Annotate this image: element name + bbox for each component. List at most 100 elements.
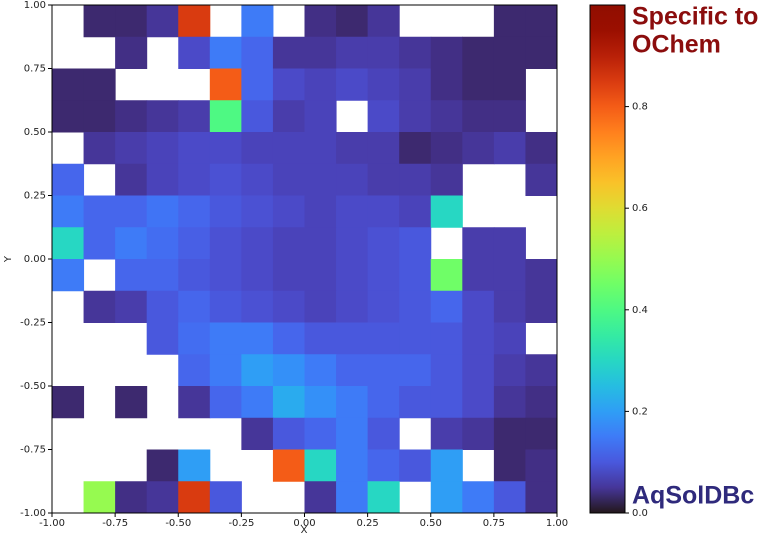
heat-cell bbox=[209, 290, 242, 323]
heat-cell bbox=[304, 290, 337, 323]
heat-cell bbox=[178, 259, 211, 292]
y-tick-label: -0.75 bbox=[20, 445, 46, 456]
heat-cell bbox=[525, 259, 558, 292]
heat-cell bbox=[367, 36, 400, 69]
heat-cell bbox=[83, 481, 116, 514]
heat-cell bbox=[178, 163, 211, 196]
heat-cell bbox=[178, 481, 211, 514]
colorbar-tick-label: 0.8 bbox=[632, 102, 648, 113]
heat-cell bbox=[336, 68, 369, 101]
heat-cell bbox=[430, 195, 463, 228]
x-tick-label: 0.25 bbox=[356, 518, 378, 529]
heat-cell bbox=[367, 290, 400, 323]
heat-cell bbox=[304, 132, 337, 165]
heat-cell bbox=[367, 227, 400, 260]
y-axis-label: Y bbox=[3, 255, 14, 263]
heat-cell bbox=[525, 386, 558, 419]
heat-cell bbox=[430, 290, 463, 323]
heat-cell bbox=[399, 68, 432, 101]
heat-cell bbox=[115, 195, 148, 228]
heat-cell bbox=[178, 227, 211, 260]
heat-cell bbox=[525, 354, 558, 387]
heat-cell bbox=[367, 481, 400, 514]
heat-cell bbox=[399, 386, 432, 419]
x-tick-label: -0.50 bbox=[165, 518, 191, 529]
heat-cell bbox=[178, 5, 211, 38]
heat-cell bbox=[525, 36, 558, 69]
heat-cell bbox=[430, 417, 463, 450]
heat-cell bbox=[462, 100, 495, 133]
x-tick-label: 0.50 bbox=[420, 518, 442, 529]
heat-cell bbox=[304, 322, 337, 355]
heat-cell bbox=[336, 449, 369, 482]
heat-cell bbox=[525, 5, 558, 38]
heat-cell bbox=[462, 386, 495, 419]
heat-cell bbox=[272, 163, 305, 196]
heat-cell bbox=[83, 227, 116, 260]
heat-cell bbox=[115, 132, 148, 165]
heat-cell bbox=[430, 481, 463, 514]
heat-cell bbox=[304, 100, 337, 133]
heat-cell bbox=[115, 100, 148, 133]
x-tick-label: -0.75 bbox=[102, 518, 128, 529]
heat-cell bbox=[304, 354, 337, 387]
colorbar-tick-label: 0.0 bbox=[632, 508, 648, 519]
heat-cell bbox=[367, 354, 400, 387]
heat-cell bbox=[430, 163, 463, 196]
heat-cell bbox=[525, 449, 558, 482]
heat-cell bbox=[115, 5, 148, 38]
heat-cell bbox=[336, 5, 369, 38]
heat-cell bbox=[462, 68, 495, 101]
x-axis-label: X bbox=[301, 525, 308, 536]
heat-cell bbox=[367, 195, 400, 228]
heat-cell bbox=[209, 386, 242, 419]
y-tick-label: 1.00 bbox=[24, 0, 46, 11]
heat-cell bbox=[430, 386, 463, 419]
heat-cell bbox=[241, 227, 274, 260]
heat-cell bbox=[178, 36, 211, 69]
heat-cell bbox=[209, 36, 242, 69]
heat-cell bbox=[241, 322, 274, 355]
heat-cell bbox=[52, 68, 85, 101]
y-tick-label: 0.75 bbox=[24, 64, 46, 75]
heat-cell bbox=[367, 417, 400, 450]
heat-cell bbox=[83, 132, 116, 165]
heat-cell bbox=[52, 195, 85, 228]
heat-cell bbox=[146, 481, 179, 514]
y-tick-label: -0.25 bbox=[20, 318, 46, 329]
heat-cell bbox=[336, 386, 369, 419]
heat-cell bbox=[272, 354, 305, 387]
heat-cell bbox=[493, 5, 526, 38]
heat-cell bbox=[146, 163, 179, 196]
heat-cell bbox=[399, 195, 432, 228]
x-tick-label: 0.00 bbox=[293, 518, 315, 529]
heat-cell bbox=[241, 386, 274, 419]
heat-cell bbox=[525, 163, 558, 196]
heat-cell bbox=[336, 259, 369, 292]
heat-cell bbox=[367, 259, 400, 292]
heat-cell bbox=[83, 290, 116, 323]
heat-cell bbox=[178, 290, 211, 323]
heat-cell bbox=[462, 481, 495, 514]
heat-cell bbox=[399, 132, 432, 165]
heat-cell bbox=[493, 36, 526, 69]
heat-cell bbox=[304, 417, 337, 450]
heat-cell bbox=[336, 354, 369, 387]
heat-cell bbox=[83, 5, 116, 38]
x-tick-label: 1.00 bbox=[546, 518, 568, 529]
x-tick-label: -1.00 bbox=[39, 518, 65, 529]
heat-cell bbox=[304, 68, 337, 101]
annotation: Specific to bbox=[632, 3, 758, 31]
heat-cell bbox=[462, 36, 495, 69]
heat-cell bbox=[241, 195, 274, 228]
heat-cell bbox=[52, 163, 85, 196]
heat-cell bbox=[336, 322, 369, 355]
heat-cell bbox=[367, 5, 400, 38]
heat-cell bbox=[399, 449, 432, 482]
heat-cell bbox=[241, 259, 274, 292]
heat-cell bbox=[241, 36, 274, 69]
heat-cell bbox=[462, 354, 495, 387]
y-tick-label: -1.00 bbox=[20, 508, 46, 519]
heat-cell bbox=[272, 100, 305, 133]
